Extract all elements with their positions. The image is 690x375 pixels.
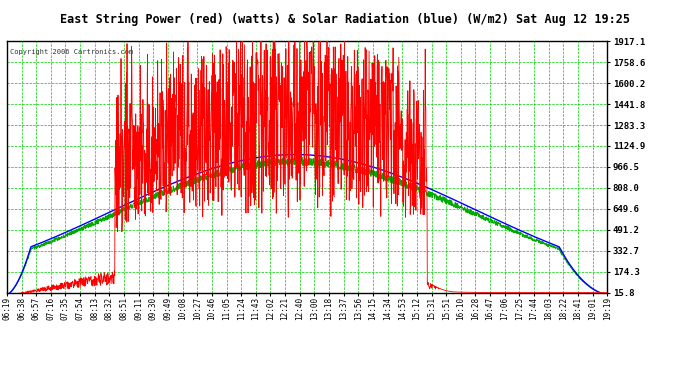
Text: Copyright 2006 Cartronics.com: Copyright 2006 Cartronics.com <box>10 49 133 55</box>
Text: East String Power (red) (watts) & Solar Radiation (blue) (W/m2) Sat Aug 12 19:25: East String Power (red) (watts) & Solar … <box>60 13 630 26</box>
